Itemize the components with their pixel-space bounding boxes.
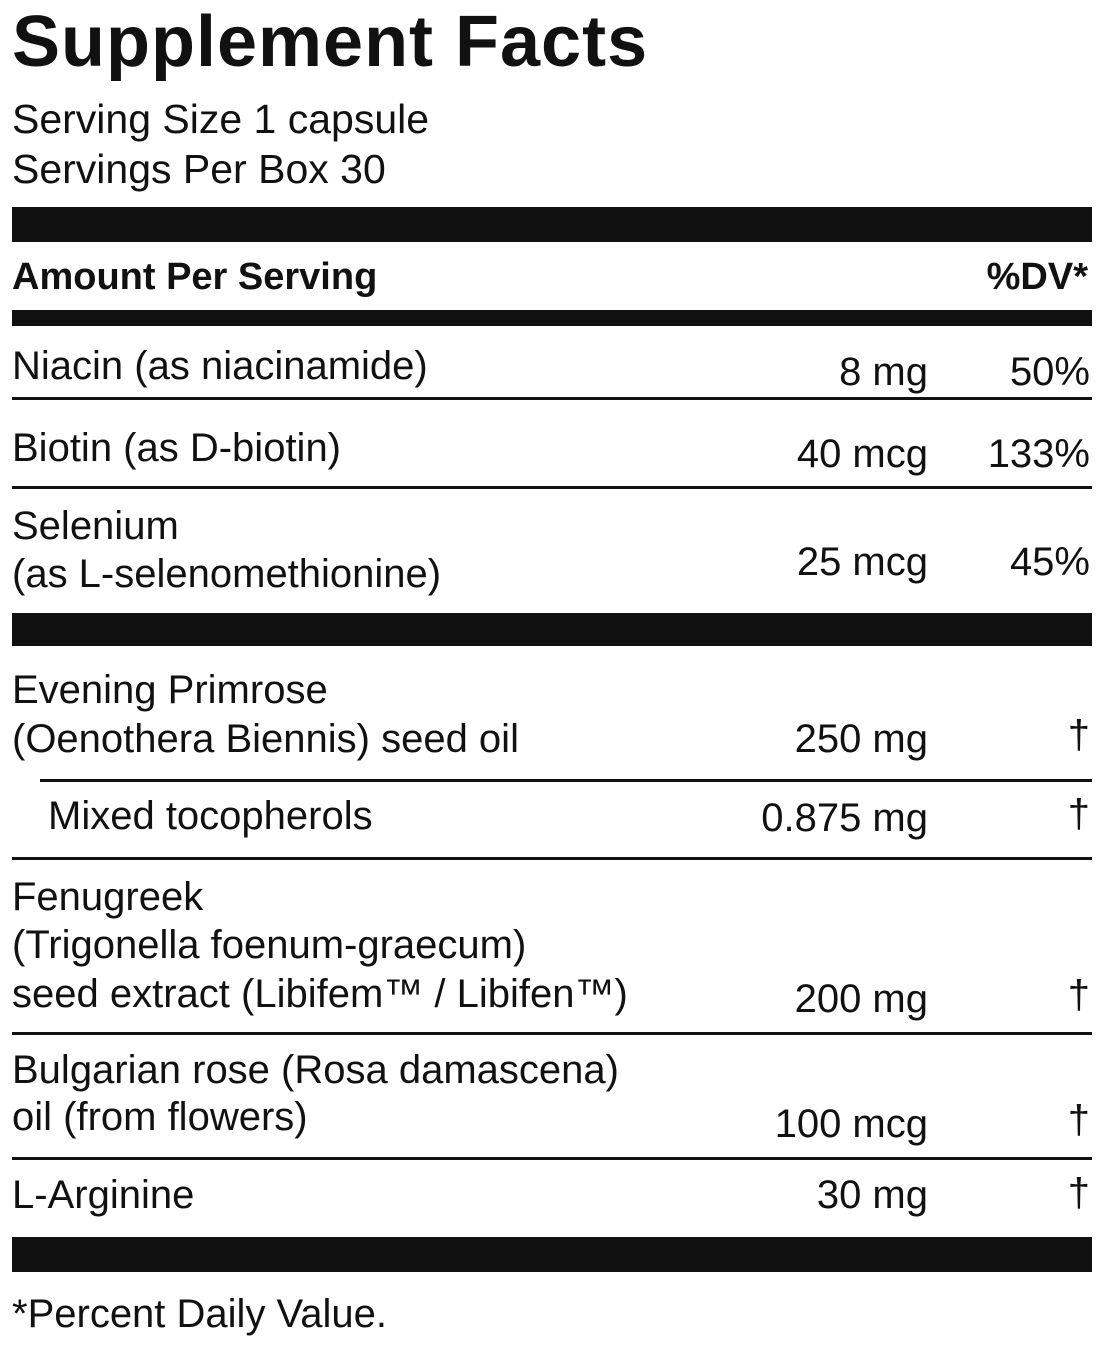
ingredient-name: (Trigonella foenum-graecum) — [12, 923, 527, 967]
nutrient-dv: 50% — [1009, 350, 1090, 394]
divider — [12, 486, 1092, 489]
nutrient-amount: 25 mcg — [796, 540, 928, 584]
ingredient-name: Evening Primrose — [12, 668, 328, 712]
ingredient-dv: † — [1067, 973, 1090, 1017]
nutrient-dv: 45% — [1009, 540, 1090, 584]
divider — [12, 397, 1092, 400]
ingredient-name: oil (from flowers) — [12, 1095, 308, 1139]
nutrient-name: Niacin (as niacinamide) — [12, 344, 428, 388]
divider — [12, 857, 1092, 860]
divider — [40, 779, 1092, 782]
nutrient-name: Selenium — [12, 504, 179, 548]
footnote: *Percent Daily Value. — [12, 1292, 387, 1336]
ingredient-amount: 100 mcg — [774, 1102, 928, 1146]
nutrient-dv: 133% — [987, 432, 1090, 476]
ingredient-name: Fenugreek — [12, 875, 204, 919]
divider — [12, 1032, 1092, 1035]
amount-per-serving-header: Amount Per Serving — [12, 256, 378, 298]
ingredient-name: (Oenothera Biennis) seed oil — [12, 717, 519, 761]
ingredient-name: Bulgarian rose (Rosa damascena) — [12, 1048, 619, 1092]
label-title: Supplement Facts — [12, 2, 649, 82]
divider-thick — [12, 207, 1092, 242]
ingredient-name: L-Arginine — [12, 1173, 195, 1217]
ingredient-name: Mixed tocopherols — [48, 794, 373, 838]
divider-thick — [12, 613, 1092, 646]
nutrient-name: Biotin (as D-biotin) — [12, 426, 342, 470]
divider-thick — [12, 1237, 1092, 1272]
nutrient-name: (as L-selenomethionine) — [12, 552, 442, 596]
nutrient-amount: 8 mg — [839, 350, 928, 394]
servings-per-box: Servings Per Box 30 — [12, 146, 386, 192]
ingredient-dv: † — [1067, 1098, 1090, 1142]
ingredient-dv: † — [1067, 713, 1090, 757]
dv-header: %DV* — [986, 256, 1088, 298]
divider — [12, 1157, 1092, 1160]
divider-medium — [12, 310, 1092, 326]
ingredient-amount: 250 mg — [794, 717, 928, 761]
ingredient-dv: † — [1067, 1171, 1090, 1215]
ingredient-dv: † — [1067, 792, 1090, 836]
ingredient-amount: 30 mg — [816, 1173, 928, 1217]
ingredient-name: seed extract (Libifem™ / Libifen™) — [12, 972, 628, 1016]
serving-size: Serving Size 1 capsule — [12, 96, 430, 142]
nutrient-amount: 40 mcg — [796, 432, 928, 476]
ingredient-amount: 200 mg — [794, 977, 928, 1021]
ingredient-amount: 0.875 mg — [761, 796, 928, 840]
